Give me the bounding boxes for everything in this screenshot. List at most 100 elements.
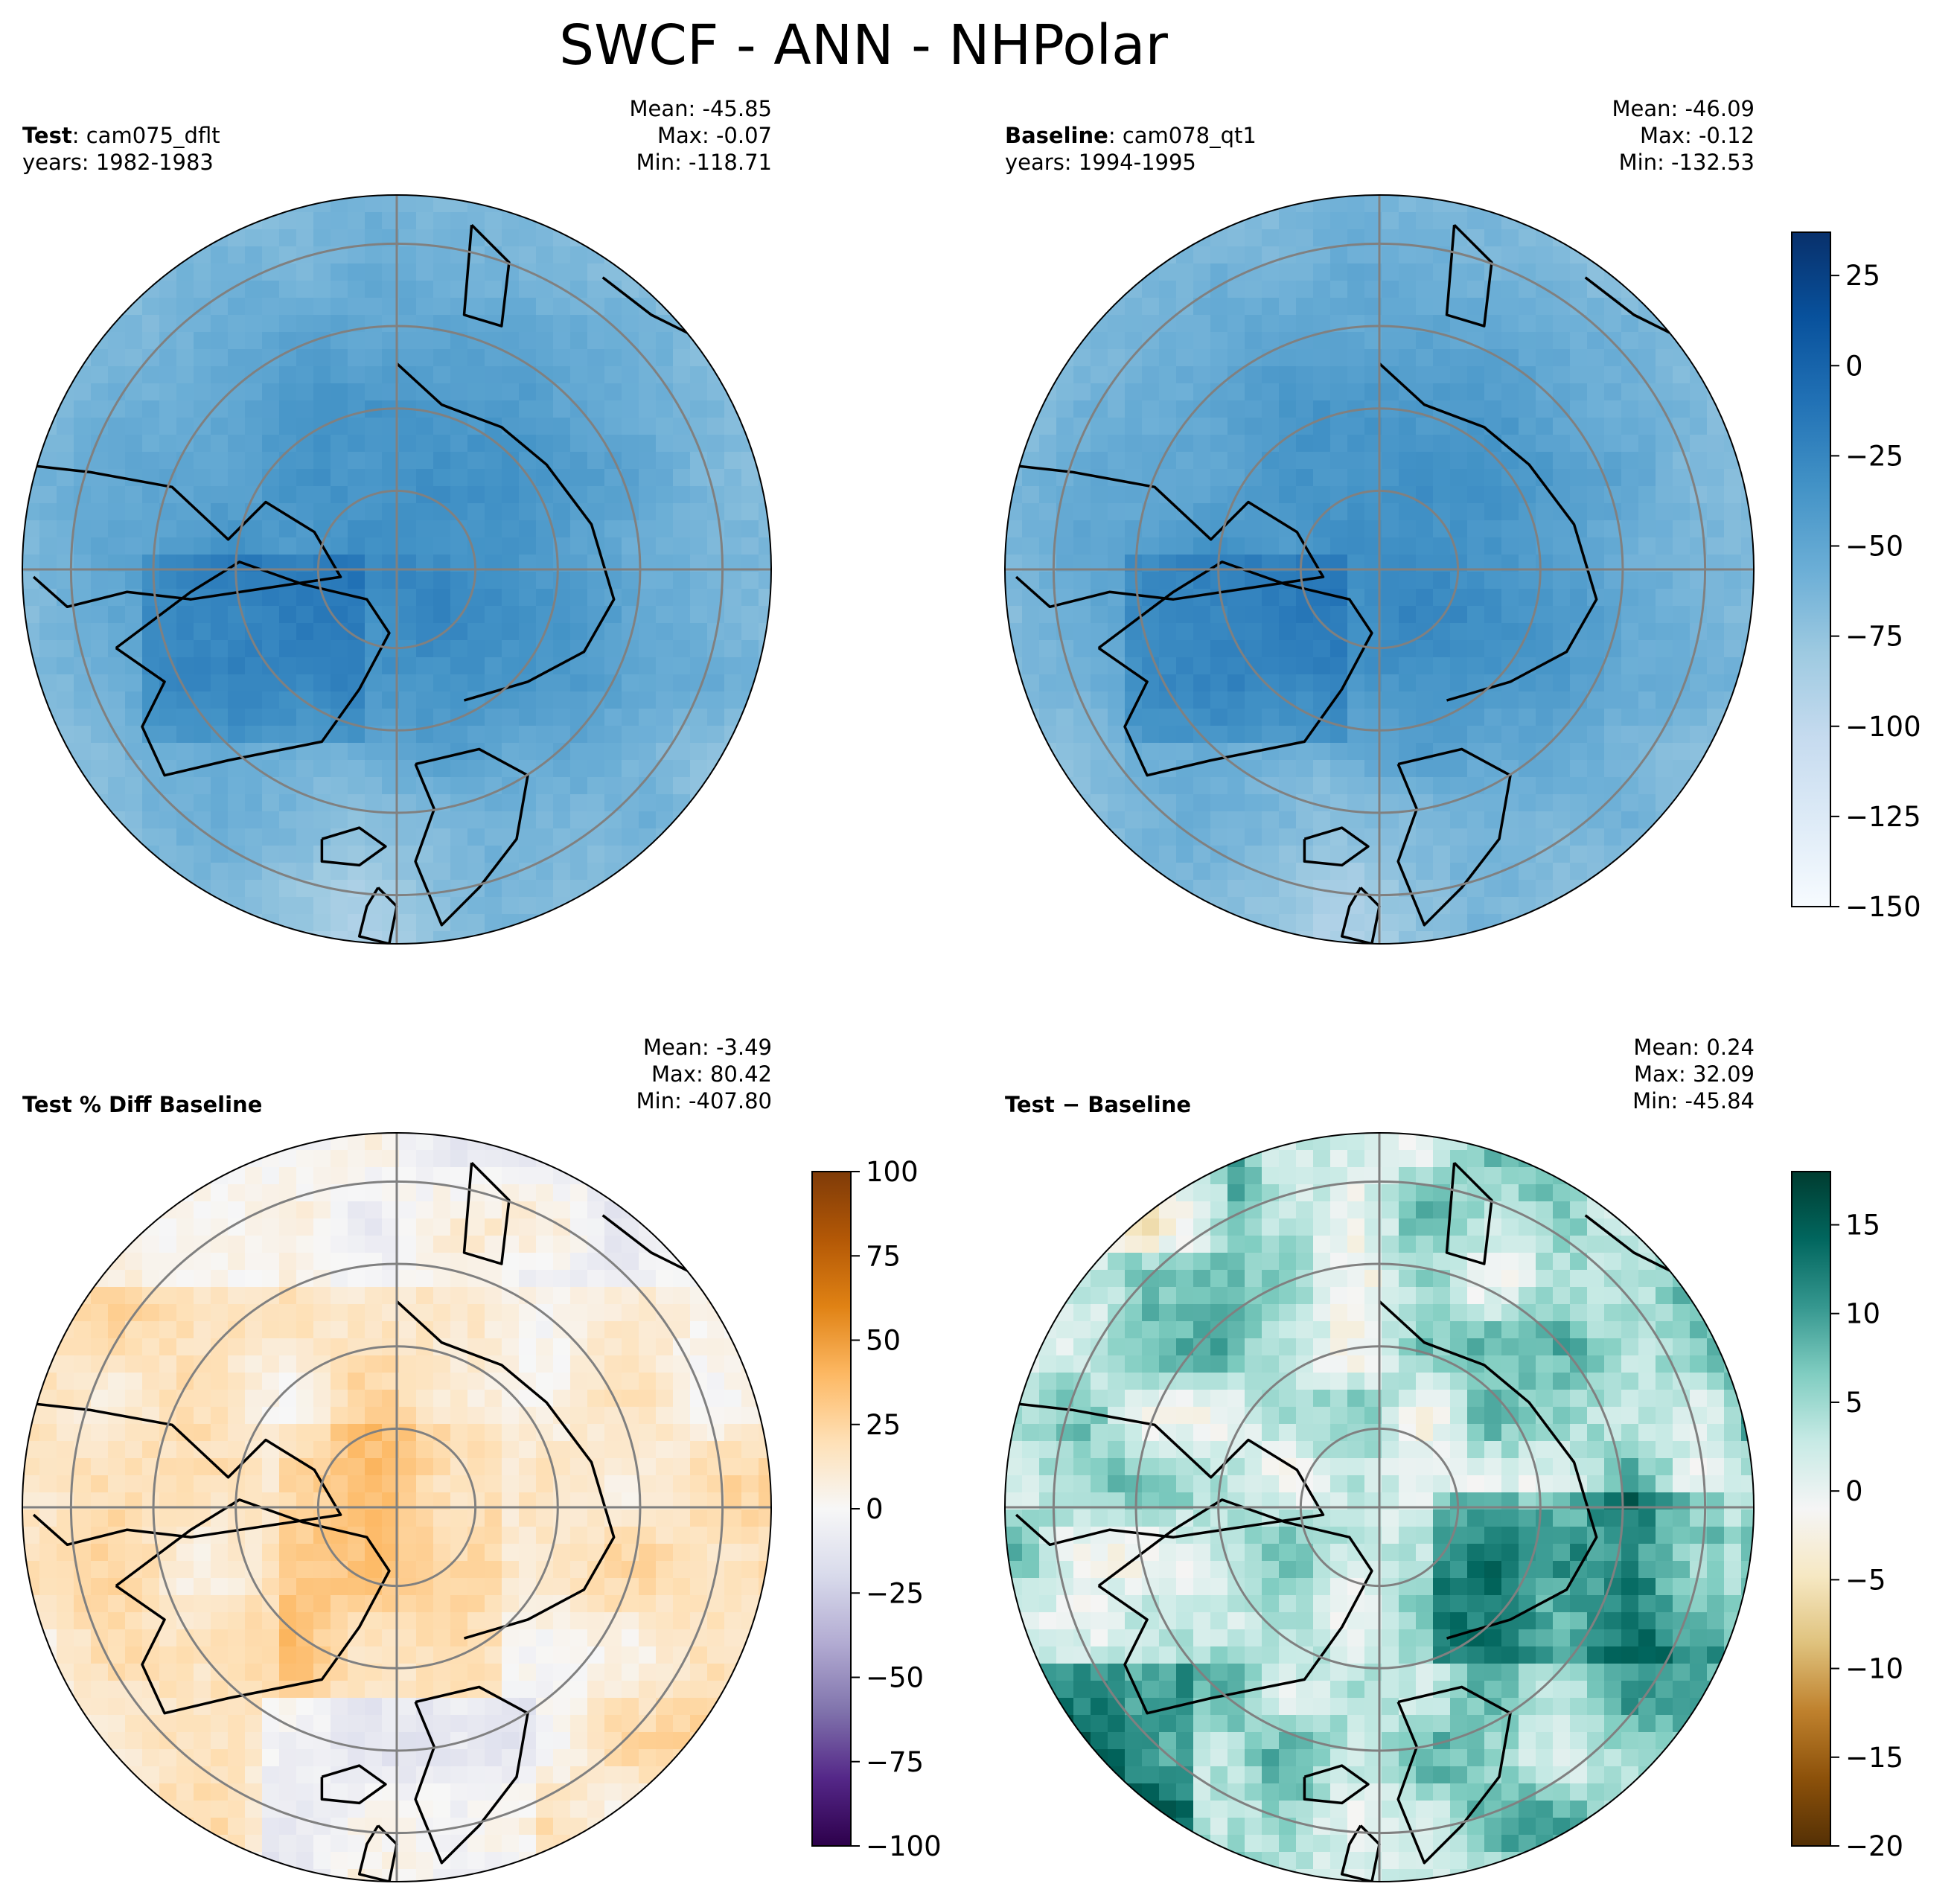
heatmap-cell: [331, 1184, 348, 1202]
heatmap-cell: [502, 640, 520, 658]
heatmap-cell: [467, 520, 485, 538]
heatmap-cell: [1501, 897, 1519, 915]
heatmap-cell: [1433, 828, 1451, 846]
heatmap-cell: [91, 349, 109, 367]
heatmap-cell: [228, 1304, 246, 1322]
heatmap-cell: [313, 1852, 331, 1870]
heatmap-cell: [194, 1304, 211, 1322]
heatmap-cell: [1193, 623, 1211, 641]
heatmap-cell: [1091, 452, 1108, 470]
heatmap-cell: [1519, 469, 1536, 487]
heatmap-cell: [1227, 229, 1245, 247]
heatmap-cell: [1245, 589, 1262, 607]
heatmap-cell: [331, 537, 348, 555]
heatmap-cell: [1347, 298, 1365, 316]
heatmap-cell: [228, 828, 246, 846]
heatmap-cell: [1638, 537, 1656, 555]
heatmap-cell: [1159, 743, 1177, 761]
heatmap-cell: [536, 1355, 554, 1373]
heatmap-cell: [1176, 452, 1194, 470]
heatmap-cell: [159, 1681, 177, 1699]
heatmap-cell: [228, 1218, 246, 1236]
heatmap-cell: [211, 1527, 229, 1544]
heatmap-cell: [1330, 349, 1348, 367]
heatmap-cell: [91, 674, 109, 692]
heatmap-cell: [1604, 503, 1622, 521]
heatmap-cell: [1638, 503, 1656, 521]
coastline: [462, 223, 511, 328]
heatmap-cell: [1296, 914, 1314, 932]
heatmap-cell: [1604, 811, 1622, 829]
heatmap-cell: [536, 897, 554, 915]
heatmap-cell: [1553, 503, 1571, 521]
heatmap-cell: [1227, 846, 1245, 863]
heatmap-cell: [194, 777, 211, 795]
heatmap-cell: [296, 281, 314, 298]
heatmap-cell: [176, 400, 194, 418]
heatmap-cell: [194, 1407, 211, 1425]
heatmap-cell: [74, 1373, 92, 1390]
heatmap-cell: [656, 1441, 674, 1459]
heatmap-cell: [1108, 383, 1126, 401]
heatmap-cell: [125, 1698, 143, 1716]
heatmap-cell: [707, 777, 725, 795]
heatmap-cell: [416, 400, 434, 418]
heatmap-cell: [1313, 537, 1331, 555]
heatmap-cell: [502, 1561, 520, 1579]
heatmap-cell: [57, 760, 74, 778]
heatmap-cell: [348, 366, 365, 384]
heatmap-cell: [1005, 418, 1023, 435]
heatmap-cell: [142, 777, 160, 795]
heatmap-cell: [1210, 332, 1228, 350]
heatmap-cell: [433, 948, 451, 966]
heatmap-cell: [382, 1492, 400, 1510]
heatmap-cell: [673, 383, 691, 401]
heatmap-cell: [399, 846, 417, 863]
heatmap-cell: [108, 332, 126, 350]
heatmap-cell: [348, 1681, 365, 1699]
heatmap-cell: [211, 1270, 229, 1288]
heatmap-cell: [416, 1869, 434, 1882]
heatmap-cell: [245, 229, 263, 247]
heatmap-cell: [313, 1424, 331, 1442]
heatmap-cell: [228, 914, 246, 932]
heatmap-cell: [1570, 726, 1588, 744]
heatmap-cell: [1553, 486, 1571, 504]
heatmap-cell: [433, 1390, 451, 1408]
heatmap-cell: [262, 1852, 280, 1870]
heatmap-cell: [604, 1407, 622, 1425]
heatmap-cell: [262, 1253, 280, 1271]
heatmap-cell: [108, 828, 126, 846]
heatmap-cell: [1707, 503, 1725, 521]
heatmap-cell: [587, 298, 605, 316]
heatmap-cell: [262, 435, 280, 453]
heatmap-cell: [279, 1595, 297, 1613]
heatmap-cell: [1382, 349, 1399, 367]
heatmap-cell: [741, 383, 759, 401]
heatmap-cell: [1758, 572, 1776, 590]
heatmap-cell: [365, 1287, 383, 1305]
heatmap-cell: [399, 537, 417, 555]
heatmap-cell: [142, 811, 160, 829]
heatmap-cell: [211, 828, 229, 846]
heatmap-cell: [1330, 709, 1348, 726]
heatmap-cell: [707, 709, 725, 726]
heatmap-cell: [1638, 623, 1656, 641]
heatmap-cell: [1296, 503, 1314, 521]
heatmap-cell: [639, 418, 657, 435]
heatmap-cell: [622, 246, 639, 264]
heatmap-cell: [519, 281, 537, 298]
heatmap-cell: [1673, 486, 1691, 504]
heatmap-cell: [382, 469, 400, 487]
heatmap-cell: [604, 1664, 622, 1681]
heatmap-cell: [108, 691, 126, 709]
heatmap-cell: [656, 349, 674, 367]
heatmap-cell: [279, 366, 297, 384]
heatmap-cell: [125, 452, 143, 470]
heatmap-cell: [536, 1715, 554, 1733]
heatmap-cell: [382, 674, 400, 692]
heatmap-cell: [91, 640, 109, 658]
heatmap-cell: [1262, 246, 1280, 264]
heatmap-cell: [159, 1578, 177, 1596]
heatmap-cell: [570, 1304, 588, 1322]
